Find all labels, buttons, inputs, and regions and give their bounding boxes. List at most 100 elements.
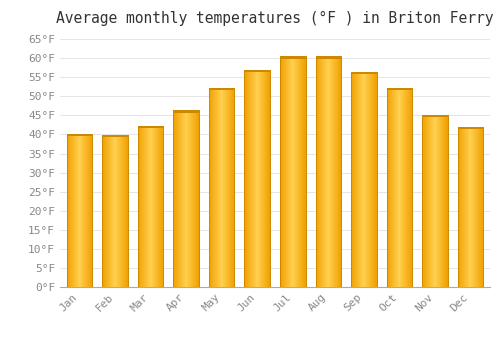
Bar bbox=[287, 56, 288, 287]
Bar bbox=[154, 126, 155, 287]
Bar bbox=[372, 71, 374, 287]
Bar bbox=[356, 71, 357, 287]
Bar bbox=[305, 56, 306, 287]
Bar bbox=[161, 126, 162, 287]
Bar bbox=[162, 126, 163, 287]
Bar bbox=[67, 134, 68, 287]
Bar bbox=[102, 135, 128, 136]
Bar bbox=[68, 134, 70, 287]
Bar bbox=[79, 134, 80, 287]
Bar bbox=[185, 111, 186, 287]
Bar bbox=[395, 88, 396, 287]
Bar bbox=[478, 127, 480, 287]
Bar bbox=[407, 88, 408, 287]
Bar bbox=[338, 56, 339, 287]
Bar bbox=[447, 115, 448, 287]
Bar bbox=[411, 88, 412, 287]
Bar bbox=[105, 135, 106, 287]
Bar bbox=[103, 135, 104, 287]
Bar bbox=[144, 126, 145, 287]
Bar bbox=[76, 134, 77, 287]
Bar bbox=[70, 134, 72, 287]
Bar bbox=[322, 56, 324, 287]
Bar bbox=[226, 88, 228, 287]
Bar bbox=[230, 88, 231, 287]
Bar bbox=[104, 135, 105, 287]
Bar bbox=[245, 70, 246, 287]
Bar bbox=[386, 88, 387, 287]
Bar bbox=[406, 88, 407, 287]
Bar bbox=[159, 126, 160, 287]
Bar bbox=[152, 126, 153, 287]
Bar bbox=[233, 88, 234, 287]
Bar bbox=[250, 70, 251, 287]
Bar bbox=[445, 115, 446, 287]
Bar bbox=[437, 115, 438, 287]
Bar bbox=[392, 88, 393, 287]
Bar bbox=[321, 56, 322, 287]
Bar bbox=[246, 70, 247, 287]
Bar bbox=[111, 135, 112, 287]
Bar bbox=[138, 126, 164, 128]
Bar bbox=[252, 70, 253, 287]
Bar bbox=[291, 56, 292, 287]
Bar bbox=[244, 70, 245, 287]
Bar bbox=[107, 135, 108, 287]
Bar bbox=[85, 134, 86, 287]
Bar bbox=[470, 127, 471, 287]
Bar bbox=[80, 134, 81, 287]
Bar bbox=[422, 115, 423, 287]
Bar bbox=[232, 88, 233, 287]
Bar bbox=[366, 71, 367, 287]
Bar bbox=[120, 135, 122, 287]
Bar bbox=[467, 127, 468, 287]
Bar bbox=[359, 71, 360, 287]
Bar bbox=[357, 71, 358, 287]
Bar bbox=[444, 115, 445, 287]
Bar bbox=[67, 134, 92, 136]
Bar bbox=[141, 126, 142, 287]
Bar bbox=[149, 126, 150, 287]
Bar bbox=[370, 71, 372, 287]
Bar bbox=[428, 115, 430, 287]
Bar bbox=[410, 88, 411, 287]
Bar bbox=[443, 115, 444, 287]
Bar bbox=[163, 126, 164, 287]
Bar bbox=[461, 127, 462, 287]
Bar bbox=[361, 71, 362, 287]
Bar bbox=[197, 111, 198, 287]
Bar bbox=[369, 71, 370, 287]
Bar bbox=[213, 88, 214, 287]
Bar bbox=[386, 88, 412, 90]
Bar bbox=[442, 115, 443, 287]
Bar bbox=[82, 134, 83, 287]
Bar bbox=[210, 88, 211, 287]
Bar bbox=[127, 135, 128, 287]
Bar bbox=[151, 126, 152, 287]
Bar bbox=[249, 70, 250, 287]
Bar bbox=[157, 126, 158, 287]
Bar bbox=[401, 88, 402, 287]
Bar bbox=[360, 71, 361, 287]
Bar bbox=[116, 135, 117, 287]
Bar bbox=[142, 126, 143, 287]
Bar bbox=[244, 70, 270, 72]
Bar bbox=[296, 56, 297, 287]
Bar bbox=[292, 56, 293, 287]
Bar bbox=[324, 56, 326, 287]
Bar bbox=[86, 134, 87, 287]
Bar bbox=[334, 56, 335, 287]
Bar bbox=[335, 56, 336, 287]
Bar bbox=[77, 134, 78, 287]
Bar bbox=[74, 134, 76, 287]
Bar bbox=[439, 115, 440, 287]
Bar bbox=[367, 71, 368, 287]
Bar bbox=[388, 88, 389, 287]
Bar bbox=[393, 88, 394, 287]
Bar bbox=[280, 56, 305, 59]
Bar bbox=[332, 56, 333, 287]
Bar bbox=[441, 115, 442, 287]
Bar bbox=[209, 88, 234, 90]
Bar bbox=[212, 88, 213, 287]
Bar bbox=[397, 88, 398, 287]
